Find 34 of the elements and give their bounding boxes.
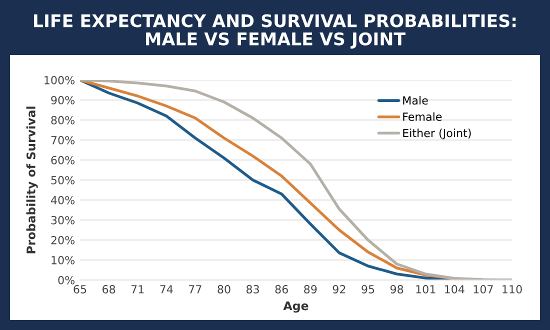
x-tick-label: 86 [275,285,288,294]
x-axis-title: Age [283,301,308,313]
x-tick-label: 110 [502,285,522,294]
legend-label: Male [403,96,428,105]
x-tick-label: 71 [131,285,144,294]
legend-label: Female [403,112,442,121]
y-tick-label: 60% [51,156,75,164]
x-tick-label: 104 [445,285,464,294]
x-tick-label: 65 [74,285,86,294]
x-tick-label: 80 [218,285,230,294]
y-tick-label: 10% [52,256,75,264]
x-tick-label: 101 [416,285,436,294]
y-tick-label: 30% [51,216,75,224]
line-series [80,80,512,280]
x-tick-label: 83 [246,285,259,294]
chart-title: LIFE EXPECTANCY AND SURVIVAL PROBABILITIES: MALE VS FEMALE VS JOINT [34,14,516,49]
y-tick-label: 90% [51,96,75,104]
y-tick-label: 100% [44,76,75,84]
y-tick-label: 20% [51,236,75,244]
y-tick-label: 80% [51,116,75,124]
y-tick-label: 70% [51,136,75,144]
y-tick-label: 40% [50,196,75,204]
x-tick-label: 77 [189,285,202,294]
x-tick-label: 98 [390,285,404,294]
x-tick-label: 74 [160,285,173,294]
x-tick-label: 107 [474,285,493,294]
x-tick-label: 68 [102,285,116,294]
y-tick-label: 50% [51,176,75,184]
y-axis-title: Probability of Survival [26,106,38,254]
y-tick-label: 0% [58,276,75,284]
x-tick-label: 95 [362,285,374,294]
legend-label: Either (Joint) [403,128,471,140]
x-tick-label: 89 [304,285,317,294]
x-tick-label: 92 [332,285,346,294]
